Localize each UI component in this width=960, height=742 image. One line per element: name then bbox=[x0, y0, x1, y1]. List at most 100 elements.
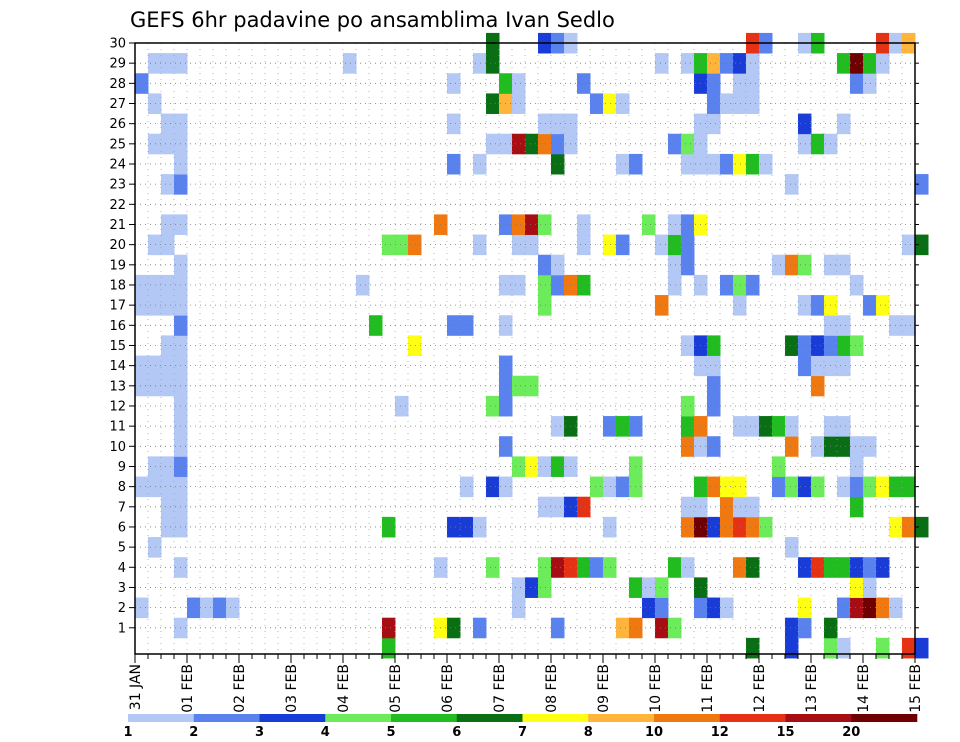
cell-member-7 bbox=[551, 496, 565, 518]
cell-member-4 bbox=[798, 557, 812, 578]
colorbar-swatch bbox=[325, 714, 392, 722]
cell-member-29 bbox=[161, 53, 175, 74]
cell-member-1 bbox=[382, 617, 396, 639]
cell-member-20 bbox=[902, 234, 916, 256]
x-tick-label: 07 FEB bbox=[492, 664, 508, 713]
cell-member-21 bbox=[525, 214, 539, 235]
cell-member-14 bbox=[707, 355, 721, 377]
cell-member-11 bbox=[733, 416, 747, 437]
cell-member-18 bbox=[850, 274, 864, 296]
cell-member-13 bbox=[811, 375, 825, 397]
x-tick-label: 10 FEB bbox=[648, 664, 664, 713]
cell-member-25 bbox=[512, 133, 526, 155]
x-tick-label: 06 FEB bbox=[440, 664, 456, 713]
colorbar-swatch bbox=[193, 714, 260, 722]
y-tick-label: 8 bbox=[118, 480, 126, 495]
cell-member-8 bbox=[902, 476, 916, 498]
cell-member-8 bbox=[460, 476, 474, 498]
x-tick-label: 08 FEB bbox=[544, 664, 560, 713]
cell-member-0 bbox=[785, 637, 799, 659]
cell-member-21 bbox=[577, 214, 591, 235]
cell-member-6 bbox=[746, 516, 760, 538]
cell-member-4 bbox=[733, 557, 747, 578]
cell-member-21 bbox=[512, 214, 526, 235]
cell-member-11 bbox=[785, 416, 799, 437]
cell-member-18 bbox=[135, 274, 149, 296]
cell-member-6 bbox=[603, 516, 617, 538]
y-tick-label: 17 bbox=[109, 299, 126, 314]
cell-member-11 bbox=[681, 416, 695, 437]
x-tick-label: 13 FEB bbox=[804, 664, 820, 713]
cell-member-27 bbox=[616, 93, 630, 114]
cell-member-29 bbox=[863, 53, 877, 74]
cell-member-24 bbox=[707, 153, 721, 175]
cell-member-19 bbox=[785, 254, 799, 276]
cell-member-20 bbox=[577, 234, 591, 256]
cell-member-8 bbox=[876, 476, 890, 498]
colorbar-label: 20 bbox=[842, 725, 860, 740]
cell-member-2 bbox=[707, 597, 721, 619]
cell-member-10 bbox=[785, 436, 799, 457]
cell-member-29 bbox=[876, 53, 890, 74]
cell-member-24 bbox=[681, 153, 695, 175]
cell-member-2 bbox=[213, 597, 227, 619]
cell-member-6 bbox=[681, 516, 695, 538]
cell-member-2 bbox=[655, 597, 669, 619]
cell-member-17 bbox=[538, 295, 552, 316]
cell-member-6 bbox=[902, 516, 916, 538]
cell-member-6 bbox=[382, 516, 396, 538]
cell-member-17 bbox=[135, 295, 149, 316]
y-tick-label: 24 bbox=[109, 157, 126, 172]
cell-member-2 bbox=[135, 597, 149, 619]
cell-member-9 bbox=[161, 456, 175, 477]
y-tick-label: 7 bbox=[118, 500, 126, 515]
colorbar: 1 2 3 4 5 6 7 8 10 12 15 20 bbox=[123, 714, 918, 740]
cell-member-8 bbox=[486, 476, 500, 498]
cell-member-20 bbox=[408, 234, 422, 256]
cell-member-6 bbox=[707, 516, 721, 538]
cell-member-29 bbox=[681, 53, 695, 74]
cell-member-20 bbox=[616, 234, 630, 256]
cell-member-29 bbox=[486, 53, 500, 74]
colorbar-label: 2 bbox=[189, 725, 198, 740]
cell-member-11 bbox=[616, 416, 630, 437]
cell-member-16 bbox=[902, 315, 916, 336]
y-tick-label: 20 bbox=[109, 238, 126, 253]
cell-member-7 bbox=[161, 496, 175, 518]
cell-member-21 bbox=[161, 214, 175, 235]
cell-member-17 bbox=[811, 295, 825, 316]
cell-member-9 bbox=[551, 456, 565, 477]
x-tick-label: 02 FEB bbox=[232, 664, 248, 713]
x-tick-label: 01 FEB bbox=[180, 664, 196, 713]
cell-member-6 bbox=[447, 516, 461, 538]
cell-member-29 bbox=[655, 53, 669, 74]
cell-member-2 bbox=[863, 597, 877, 619]
cell-member-18 bbox=[733, 274, 747, 296]
cell-member-6 bbox=[460, 516, 474, 538]
cell-member-3 bbox=[525, 577, 539, 598]
cell-member-15 bbox=[798, 335, 812, 356]
cell-member-15 bbox=[408, 335, 422, 356]
cell-member-28 bbox=[512, 73, 526, 94]
cell-member-13 bbox=[707, 375, 721, 397]
cell-member-8 bbox=[772, 476, 786, 498]
cell-member-8 bbox=[720, 476, 734, 498]
cell-member-28 bbox=[850, 73, 864, 94]
cell-member-8 bbox=[161, 476, 175, 498]
cell-member-17 bbox=[733, 295, 747, 316]
cell-member-26 bbox=[538, 113, 552, 135]
y-tick-label: 6 bbox=[118, 520, 126, 535]
y-tick-label: 16 bbox=[109, 319, 126, 334]
cell-member-6 bbox=[473, 516, 487, 538]
cell-member-10 bbox=[863, 436, 877, 457]
cell-member-2 bbox=[226, 597, 240, 619]
y-tick-label: 4 bbox=[118, 561, 126, 576]
cell-member-4 bbox=[551, 557, 565, 578]
cell-member-1 bbox=[798, 617, 812, 639]
cell-member-16 bbox=[837, 315, 851, 336]
x-tick-label: 03 FEB bbox=[284, 664, 300, 713]
cell-member-13 bbox=[148, 375, 162, 397]
cell-member-28 bbox=[135, 73, 149, 94]
colorbar-swatch bbox=[851, 714, 918, 722]
cell-member-1 bbox=[785, 617, 799, 639]
